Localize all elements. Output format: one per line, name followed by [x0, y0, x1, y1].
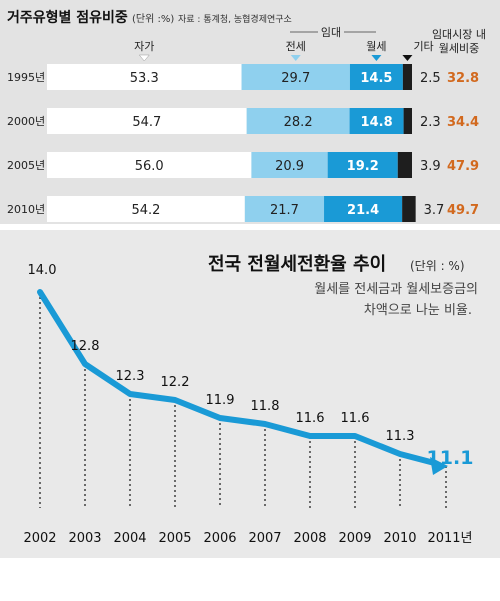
line-value-label: 12.8: [71, 339, 100, 354]
rent-share-value: 49.7: [447, 203, 479, 218]
x-tick-label: 2011년: [427, 531, 472, 546]
x-tick-label: 2009: [338, 531, 371, 546]
bar-segment-2: [327, 152, 398, 178]
line-value-label: 11.6: [341, 411, 370, 426]
bar-category-label: 2010년: [7, 203, 45, 216]
bar-segment-3: [397, 152, 412, 178]
line-value-label: 11.6: [296, 411, 325, 426]
x-tick-label: 2003: [68, 531, 101, 546]
bar-segment-3: [402, 196, 416, 222]
series-marker-0: [138, 54, 150, 62]
line-arrowhead: [430, 457, 448, 475]
series-header-0: 자가: [134, 40, 154, 53]
bar-chart-unit: (단위 :%): [132, 12, 174, 25]
bar-value-label: 20.9: [275, 159, 304, 174]
bar-value-label: 54.7: [132, 115, 161, 130]
bar-value-label: 21.4: [347, 203, 379, 218]
bar-value-label: 19.2: [347, 159, 379, 174]
line-chart-title: 전국 전월세전환율 추이: [208, 253, 386, 275]
series-marker-2: [371, 55, 382, 61]
x-tick-label: 2006: [203, 531, 236, 546]
x-tick-label: 2005: [158, 531, 191, 546]
bar-value-label: 3.7: [424, 203, 445, 218]
bar-category-label: 2005년: [7, 159, 45, 172]
series-header-1: 전세: [286, 40, 306, 53]
x-tick-label: 2002: [23, 531, 56, 546]
conversion-rate-line: [37, 289, 435, 466]
bar-value-label: 2.3: [420, 115, 441, 130]
bar-value-label: 54.2: [131, 203, 160, 218]
line-chart-unit: (단위 : %): [410, 259, 465, 273]
series-header-2: 월세: [366, 40, 386, 53]
bar-value-label: 14.5: [360, 71, 392, 86]
bar-segment-0: [47, 152, 252, 178]
line-value-label: 11.3: [386, 429, 415, 444]
rent-share-value: 34.4: [447, 115, 479, 130]
bar-segment-0: [47, 196, 245, 222]
bar-chart-title: 거주유형별 점유비중: [7, 9, 128, 26]
bar-category-label: 1995년: [7, 71, 45, 84]
bar-chart-source: 자료 : 통계청, 농협경제연구소: [178, 13, 292, 25]
bar-category-label: 2000년: [7, 115, 45, 128]
series-marker-3: [402, 55, 413, 61]
bar-value-label: 53.3: [130, 71, 159, 86]
line-value-label: 14.0: [28, 263, 57, 278]
bar-value-label: 29.7: [281, 71, 310, 86]
bar-segment-2: [324, 196, 403, 222]
rent-share-header-line1: 임대시장 내: [432, 28, 486, 41]
bar-segment-1: [251, 152, 328, 178]
rent-share-value: 32.8: [447, 71, 479, 86]
conversion-rate-line-chart: 전국 전월세전환율 추이 (단위 : %) 월세를 전세금과 월세보증금의차액으로 …: [23, 253, 478, 546]
bar-value-label: 2.5: [420, 71, 441, 86]
bar-value-label: 28.2: [284, 115, 313, 130]
bar-value-label: 21.7: [270, 203, 299, 218]
bar-value-label: 56.0: [135, 159, 164, 174]
bar-segment-1: [244, 196, 325, 222]
line-value-label: 11.9: [206, 393, 235, 408]
rent-share-header-line2: 월세비중: [439, 42, 479, 55]
x-tick-label: 2004: [113, 531, 146, 546]
x-tick-label: 2008: [293, 531, 326, 546]
bar-segment-1: [246, 108, 350, 134]
bar-segment-2: [349, 108, 404, 134]
bar-segment-0: [47, 64, 242, 90]
line-chart-note-line1: 월세를 전세금과 월세보증금의: [314, 282, 478, 297]
series-marker-1: [290, 55, 301, 61]
bar-segment-0: [47, 108, 247, 134]
line-value-label: 12.2: [161, 375, 190, 390]
line-value-label: 11.8: [251, 399, 280, 414]
bar-value-label: 14.8: [361, 115, 393, 130]
line-value-label: 11.1: [427, 447, 474, 469]
x-tick-label: 2007: [248, 531, 281, 546]
rent-group-label: 임대: [321, 26, 341, 39]
bar-value-label: 3.9: [420, 159, 441, 174]
bar-segment-3: [403, 108, 412, 134]
bar-segment-1: [241, 64, 350, 90]
line-chart-note-line2: 차액으로 나눈 비율.: [364, 303, 472, 318]
x-tick-label: 2010: [383, 531, 416, 546]
bar-segment-2: [349, 64, 403, 90]
line-value-label: 12.3: [116, 369, 145, 384]
rent-share-value: 47.9: [447, 159, 479, 174]
series-header-3: 기타: [413, 40, 433, 53]
bar-segment-3: [402, 64, 412, 90]
